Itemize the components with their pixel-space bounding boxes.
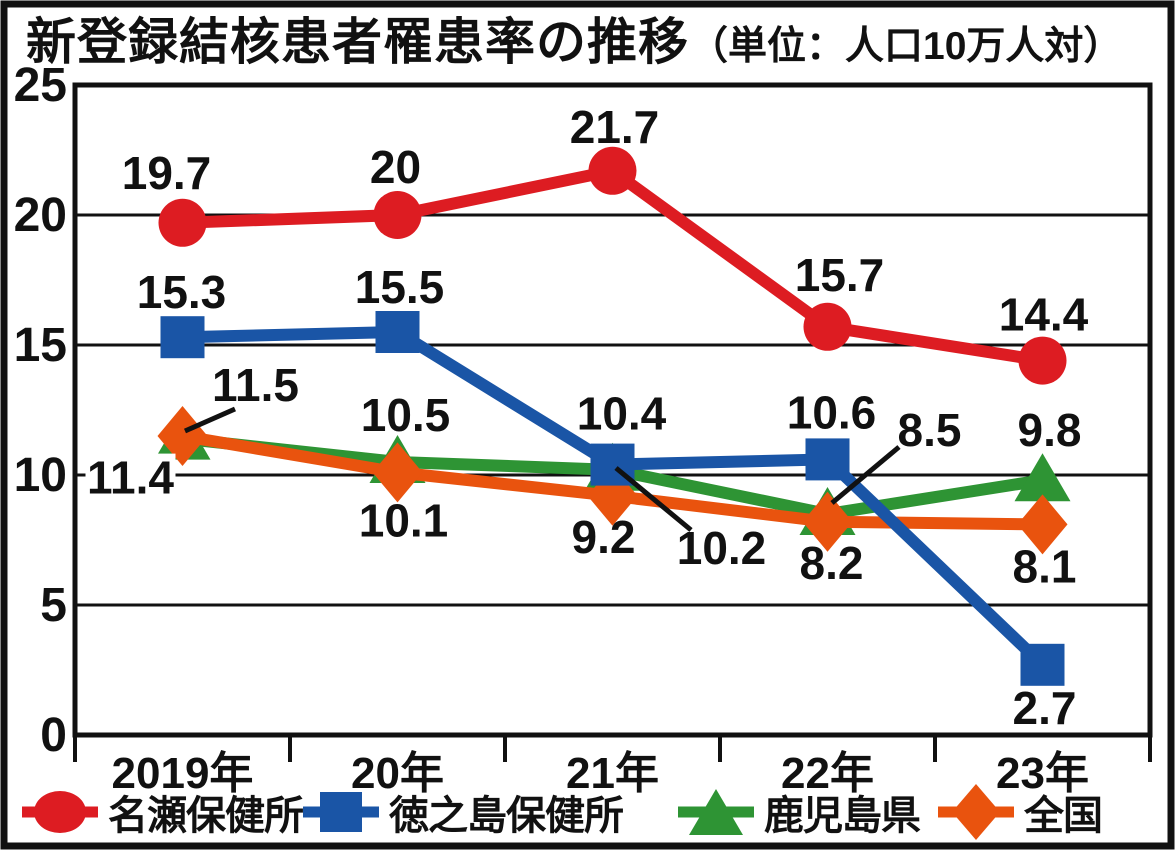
y-tick-label: 20	[14, 189, 67, 242]
diamond-line-icon	[938, 784, 1014, 840]
label-leader-line	[614, 466, 693, 532]
label-backing	[85, 453, 176, 500]
y-tick-label: 25	[14, 59, 67, 112]
data-point-diamond	[1017, 494, 1068, 555]
data-point-circle	[373, 191, 422, 239]
value-label: 20	[370, 141, 421, 193]
x-tick-label: 23年	[996, 749, 1089, 798]
value-label: 9.8	[1018, 404, 1082, 456]
value-label: 8.2	[800, 537, 864, 589]
data-point-circle	[588, 146, 637, 195]
legend: 名瀬保健所 徳之島保健所 鹿児島県 全国	[0, 784, 1175, 842]
value-label: 9.2	[572, 511, 636, 563]
legend-label: 名瀬保健所	[108, 794, 304, 838]
plot-border	[72, 82, 1153, 738]
legend-label: 全国	[1024, 794, 1103, 838]
chart-title: 新登録結核患者罹患率の推移（単位：人口10万人対）	[26, 6, 1122, 91]
x-tick-label: 22年	[781, 749, 874, 798]
y-tick-label: 10	[14, 449, 67, 502]
data-point-square	[375, 311, 420, 353]
x-tick-label: 21年	[566, 749, 659, 798]
value-label: 15.5	[355, 261, 445, 313]
value-label: 15.3	[137, 266, 227, 318]
data-point-diamond	[372, 442, 423, 503]
value-label: 15.7	[795, 249, 885, 301]
value-label: 10.2	[677, 522, 767, 574]
legend-label: 徳之島保健所	[389, 794, 624, 838]
value-label: 8.1	[1013, 540, 1077, 592]
y-tick-label: 15	[14, 319, 67, 372]
data-point-circle	[158, 198, 207, 247]
value-label: 21.7	[570, 101, 660, 153]
x-tick-label: 2019年	[112, 749, 254, 798]
value-label: 8.5	[898, 404, 962, 456]
legend-item-naze: 名瀬保健所	[22, 784, 304, 840]
data-point-square	[160, 316, 205, 359]
triangle-line-icon	[678, 789, 754, 835]
x-tick-label: 20年	[351, 749, 444, 798]
value-label: 19.7	[122, 147, 212, 199]
data-point-square	[1020, 643, 1065, 686]
data-point-circle	[803, 302, 852, 351]
data-point-triangle	[1014, 453, 1071, 502]
title-unit: （単位：人口10万人対）	[689, 25, 1123, 68]
value-label: 11.4	[87, 452, 174, 504]
title-main: 新登録結核患者罹患率の推移	[26, 14, 689, 70]
legend-item-national: 全国	[938, 784, 1103, 840]
value-label: 10.6	[787, 386, 877, 438]
label-leader-line	[830, 445, 901, 505]
value-label: 11.5	[212, 359, 299, 411]
value-label: 10.5	[361, 389, 451, 441]
value-label: 2.7	[1013, 682, 1077, 734]
legend-label: 鹿児島県	[764, 794, 921, 838]
value-label: 10.4	[577, 388, 667, 440]
square-line-icon	[303, 792, 379, 832]
value-label: 14.4	[999, 289, 1089, 341]
data-point-square	[805, 438, 850, 481]
legend-item-kagoshima: 鹿児島県	[678, 784, 921, 840]
y-tick-label: 0	[40, 709, 67, 762]
circle-line-icon	[22, 791, 98, 833]
data-point-diamond	[802, 491, 853, 552]
value-label: 10.1	[359, 494, 449, 546]
data-point-diamond	[157, 406, 208, 466]
label-leader-line	[183, 406, 237, 434]
data-point-circle	[1018, 336, 1067, 385]
y-tick-label: 5	[40, 579, 67, 632]
legend-item-tokunoshima: 徳之島保健所	[303, 784, 624, 840]
